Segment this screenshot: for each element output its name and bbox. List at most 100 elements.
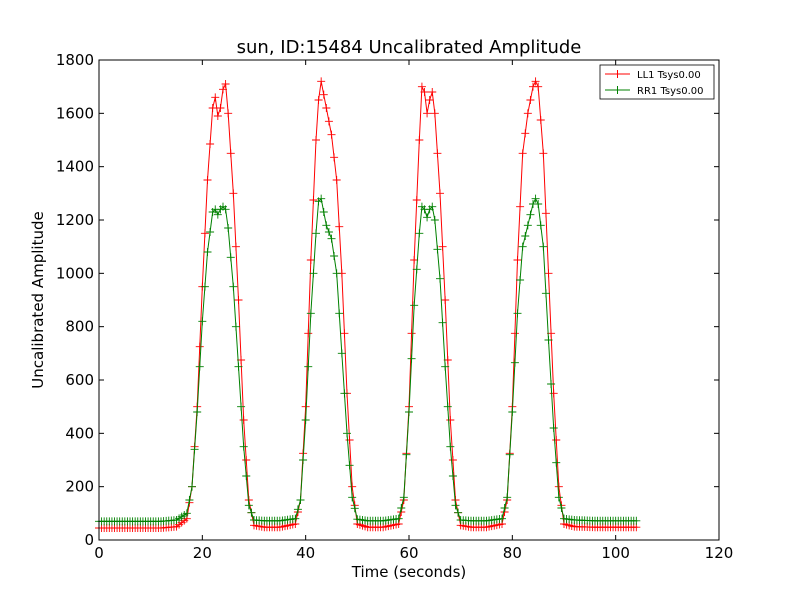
data-point-marker [231,322,240,331]
legend: LL1 Tsys0.00 RR1 Tsys0.00 [599,64,715,100]
data-point-marker [198,317,207,326]
data-point-marker [195,342,204,351]
data-point-marker [193,408,202,416]
data-point-marker [412,265,421,274]
data-point-marker [239,416,248,424]
data-point-marker [505,450,514,459]
data-point-marker [242,472,251,480]
data-point-marker [304,362,313,371]
data-point-marker [526,210,535,219]
data-point-marker [219,85,227,94]
data-point-marker [343,429,351,438]
data-point-marker [407,354,416,363]
y-tick-label: 0 [84,531,94,549]
data-point-marker [203,248,212,256]
data-point-marker [423,109,432,118]
data-point-marker [544,269,553,278]
data-point-marker [332,176,341,184]
data-point-marker [345,436,354,444]
data-point-marker [299,456,308,464]
series-1 [95,77,641,532]
data-point-marker [317,194,326,203]
data-point-marker [518,149,527,158]
y-tick-label: 600 [65,371,94,389]
data-point-marker [206,228,215,236]
data-point-marker [412,196,421,204]
data-point-marker [441,362,450,371]
data-point-marker [208,104,217,112]
y-tick-label: 1000 [56,264,94,282]
series-2 [95,194,641,526]
y-tick-label: 1600 [56,104,94,122]
data-point-marker [521,232,530,240]
data-point-marker [247,508,256,517]
x-tick-label: 120 [705,544,734,562]
data-point-marker [337,349,346,358]
data-point-marker [433,245,442,254]
data-point-marker [306,256,315,264]
data-point-marker [430,109,439,118]
data-point-marker [417,82,426,91]
data-point-marker [423,213,432,222]
data-point-marker [547,380,556,388]
data-point-marker [200,282,209,291]
data-point-marker [420,88,429,96]
data-point-marker [399,493,408,502]
data-point-marker [231,242,240,251]
data-point-marker [451,501,460,510]
y-tick-label: 800 [65,318,94,336]
data-point-marker [541,209,550,218]
data-point-marker [430,216,439,224]
legend-marker [613,86,622,94]
data-point-marker [554,493,563,502]
x-tick-label: 20 [193,544,212,562]
data-point-marker [428,202,437,211]
x-tick-label: 80 [503,544,522,562]
data-point-marker [322,104,331,112]
data-point-marker [513,256,522,264]
y-tick-label: 1200 [56,211,94,229]
data-point-marker [234,362,243,371]
series-line [99,197,637,522]
data-point-marker [200,229,209,238]
data-point-marker [327,130,336,139]
data-point-marker [229,189,238,198]
data-point-marker [552,458,561,467]
data-point-marker [340,389,349,398]
data-point-marker [394,514,403,523]
data-point-marker [237,402,246,411]
data-point-marker [448,456,457,464]
data-point-marker [438,242,447,251]
data-point-marker [397,504,406,512]
data-point-marker [332,269,341,278]
data-point-marker [327,234,336,243]
data-point-marker [330,153,339,162]
data-point-marker [345,461,354,470]
data-point-marker [415,229,424,238]
data-point-marker [436,274,444,283]
data-point-marker [206,140,215,148]
data-point-marker [454,508,463,517]
data-point-marker [448,472,457,480]
data-point-marker [195,362,204,371]
data-point-marker [319,90,328,99]
data-point-marker [446,416,455,424]
data-point-marker [503,493,512,502]
data-point-marker [188,482,196,491]
data-point-marker [340,329,349,338]
data-point-marker [539,242,548,251]
data-point-marker [549,389,558,398]
data-point-marker [446,442,455,451]
y-tick-label: 1400 [56,158,94,176]
x-axis-label: Time (seconds) [351,563,467,581]
data-point-marker [534,82,543,91]
data-point-marker [322,221,331,230]
data-point-marker [436,189,444,198]
data-point-marker [433,149,442,158]
data-point-marker [523,109,532,118]
legend-label: LL1 Tsys0.00 [637,70,701,81]
data-point-marker [309,269,318,278]
legend-marker [613,70,622,78]
plot-frame [98,59,720,541]
data-point-marker [536,116,545,124]
